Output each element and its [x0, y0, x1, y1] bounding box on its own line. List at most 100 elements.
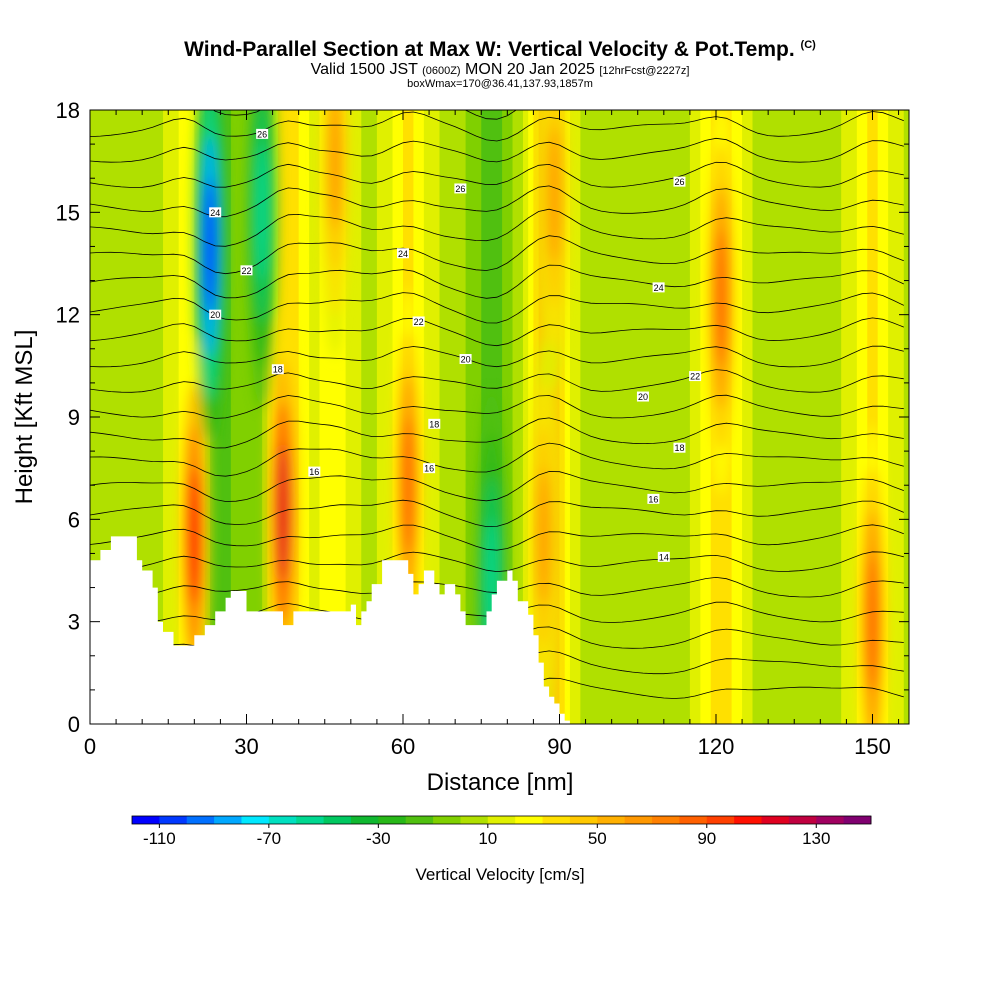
velocity-column — [590, 110, 597, 724]
contour-label-group: 18 — [271, 364, 284, 375]
colorbar-tick-label: 10 — [478, 829, 497, 848]
contour-label-bg — [240, 265, 253, 276]
contour-label-bg — [652, 282, 665, 293]
colorbar-swatch — [734, 816, 762, 824]
colorbar-swatch — [159, 816, 188, 824]
velocity-column — [382, 110, 388, 724]
contour-label-group: 18 — [673, 442, 686, 453]
x-tick-label: 30 — [234, 734, 258, 759]
velocity-column — [695, 110, 701, 724]
contour-label-group: 22 — [689, 371, 702, 382]
contour-label-bg — [308, 466, 321, 477]
contour-label-group: 14 — [657, 551, 670, 562]
y-tick-label: 3 — [68, 610, 80, 635]
contour-label-group: 20 — [209, 309, 222, 320]
colorbar-swatch — [378, 816, 407, 824]
valid-time-text: Valid 1500 JST — [310, 61, 418, 78]
theta-contour — [90, 208, 904, 247]
colorbar-tick-label: -30 — [366, 829, 391, 848]
chart-box-info: boxWmax=170@36.41,137.93,1857m — [407, 78, 593, 90]
colorbar-swatch — [816, 816, 845, 824]
contour-label-group: 22 — [412, 316, 425, 327]
velocity-column — [825, 110, 832, 724]
velocity-column — [653, 110, 660, 724]
y-tick-label: 18 — [56, 98, 80, 123]
velocity-column — [815, 110, 821, 724]
contour-label-group: 16 — [647, 493, 660, 504]
velocity-column — [262, 110, 268, 724]
contour-label-group: 16 — [423, 463, 436, 474]
velocity-column — [648, 110, 654, 724]
velocity-column — [178, 110, 185, 724]
contour-label-group: 26 — [454, 183, 467, 194]
velocity-column — [502, 110, 508, 724]
colorbar-title: Vertical Velocity [cm/s] — [415, 865, 584, 884]
velocity-column — [856, 110, 863, 724]
velocity-column — [110, 110, 117, 724]
velocity-column — [163, 110, 169, 724]
colorbar-swatch — [460, 816, 489, 824]
velocity-column — [799, 110, 806, 724]
velocity-column — [820, 110, 827, 724]
theta-contour — [90, 551, 904, 573]
y-axis: 0 3 6 9 12 15 18 — [56, 98, 909, 737]
colorbar-tick-label: 90 — [697, 829, 716, 848]
y-tick-label: 6 — [68, 507, 80, 532]
velocity-column — [642, 110, 649, 724]
theta-contour — [90, 417, 904, 449]
contour-label-bg — [657, 551, 670, 562]
theta-contour — [90, 292, 904, 324]
contour-label-bg — [673, 442, 686, 453]
velocity-column — [476, 110, 482, 724]
velocity-column — [126, 110, 133, 724]
velocity-column — [434, 110, 441, 724]
velocity-column — [747, 110, 754, 724]
velocity-column — [569, 110, 576, 724]
contour-label-bg — [209, 309, 222, 320]
theta-contour — [90, 264, 904, 299]
contour-label-bg — [689, 371, 702, 382]
velocity-column — [731, 110, 738, 724]
velocity-column — [596, 110, 602, 724]
contour-label: 26 — [257, 129, 267, 139]
contour-label-bg — [423, 463, 436, 474]
colorbar-swatch — [679, 816, 708, 824]
colorbar-swatch — [597, 816, 626, 824]
contour-label-bg — [209, 207, 222, 218]
contour-label-group: 24 — [396, 248, 409, 259]
velocity-column — [554, 110, 561, 724]
velocity-column — [455, 110, 461, 724]
colorbar-swatch — [788, 816, 817, 824]
updraft-cell — [714, 228, 729, 367]
velocity-column — [230, 110, 237, 724]
y-tick-label: 12 — [56, 303, 80, 328]
colorbar: -110 -70 -30 10 50 90 130 — [131, 815, 872, 848]
velocity-column — [564, 110, 571, 724]
valid-utc-text: (0600Z) — [422, 65, 461, 77]
velocity-column — [423, 110, 430, 724]
colorbar-frame — [131, 815, 872, 825]
colorbar-swatch — [296, 816, 324, 824]
velocity-column — [893, 110, 900, 724]
colorbar-tick-label: -110 — [143, 829, 176, 848]
velocity-column — [314, 110, 321, 724]
velocity-column — [841, 110, 848, 724]
contour-label-group: 20 — [636, 391, 649, 402]
contour-label: 24 — [210, 208, 220, 218]
colorbar-swatch — [542, 816, 571, 824]
velocity-column — [674, 110, 681, 724]
theta-contour — [90, 471, 904, 502]
velocity-column — [100, 110, 107, 724]
velocity-cells — [178, 110, 888, 724]
velocity-column — [371, 110, 378, 724]
velocity-column — [757, 110, 764, 724]
velocity-column — [376, 110, 383, 724]
velocity-column — [872, 110, 879, 724]
colorbar-swatch — [433, 816, 461, 824]
velocity-column — [606, 110, 613, 724]
velocity-column — [867, 110, 874, 724]
contour-label-bg — [256, 128, 269, 139]
colorbar-tick-label: 50 — [588, 829, 607, 848]
contour-label: 26 — [455, 184, 465, 194]
